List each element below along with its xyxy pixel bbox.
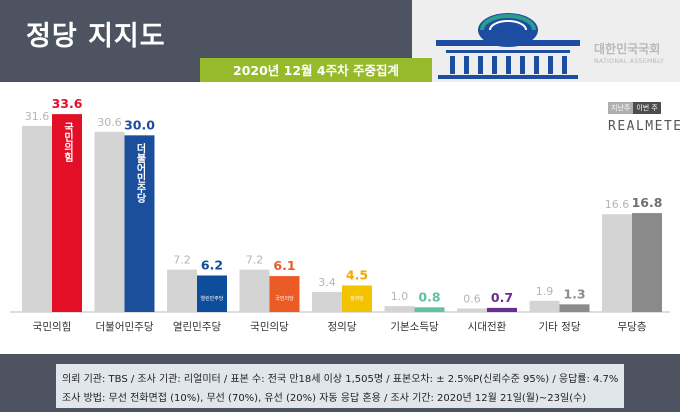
value-label-curr: 4.5 xyxy=(346,268,368,283)
bar-curr xyxy=(632,213,662,312)
footer-line-1: 의뢰 기관: TBS / 조사 기관: 리얼미터 / 표본 수: 전국 만18세… xyxy=(62,374,619,385)
value-label-curr: 0.8 xyxy=(418,289,440,304)
value-label-curr: 30.0 xyxy=(124,117,155,132)
page-title: 정당 지지도 xyxy=(26,21,166,52)
bar-curr xyxy=(559,304,590,312)
bar-curr xyxy=(52,114,82,312)
value-label-prev: 7.2 xyxy=(173,254,191,267)
bar-prev xyxy=(529,300,560,312)
bar-prev xyxy=(239,269,270,312)
bar-prev xyxy=(457,308,487,312)
assembly-name: 대한민국국회 xyxy=(594,42,661,56)
legend-prev: 지난주 xyxy=(608,102,634,114)
value-label-curr: 16.8 xyxy=(632,195,663,210)
bar-prev xyxy=(602,214,632,312)
footer-line-2: 조사 방법: 무선 전화면접 (10%), 무선 (70%), 유선 (20%)… xyxy=(62,393,587,404)
bar-curr xyxy=(269,276,300,312)
bar-party-label: 국민의힘 xyxy=(62,122,74,163)
bar-curr xyxy=(342,285,372,312)
assembly-subtitle: NATIONAL ASSEMBLY xyxy=(594,58,665,65)
value-label-prev: 30.6 xyxy=(97,116,122,129)
bar-curr xyxy=(197,275,227,312)
footer-band: 의뢰 기관: TBS / 조사 기관: 리얼미터 / 표본 수: 전국 만18세… xyxy=(0,354,680,412)
legend-curr: 이번 주 xyxy=(633,102,661,114)
bar-party-label: 열린민주당 xyxy=(200,295,223,302)
category-label: 국민의힘 xyxy=(33,321,72,333)
assembly-dome-icon xyxy=(436,13,580,79)
bar-curr xyxy=(487,307,517,312)
survey-period-badge: 2020년 12월 4주차 주중집계 xyxy=(200,58,432,84)
category-label: 기타 정당 xyxy=(539,321,581,333)
legend: 지난주 이번 주 xyxy=(608,102,661,114)
category-label: 열린민주당 xyxy=(173,321,222,333)
category-label: 정의당 xyxy=(328,321,357,333)
value-label-prev: 0.6 xyxy=(463,292,481,305)
value-label-curr: 33.6 xyxy=(52,96,83,111)
category-label: 기본소득당 xyxy=(390,321,439,333)
bar-party-label: 더불어민주당 xyxy=(134,142,146,204)
value-label-prev: 7.2 xyxy=(246,254,264,267)
value-label-curr: 6.2 xyxy=(201,257,223,272)
bar-prev xyxy=(384,306,415,312)
footer-panel: 의뢰 기관: TBS / 조사 기관: 리얼미터 / 표본 수: 전국 만18세… xyxy=(56,364,624,408)
value-label-curr: 6.1 xyxy=(273,258,295,273)
value-label-prev: 16.6 xyxy=(605,198,630,211)
category-label: 국민의당 xyxy=(250,321,289,333)
realmeter-brand: REALMETER xyxy=(608,119,680,134)
value-label-prev: 1.9 xyxy=(536,285,554,298)
bar-curr xyxy=(124,135,155,312)
value-label-prev: 1.0 xyxy=(391,290,409,303)
bar-party-label: 국민의당 xyxy=(275,295,294,302)
bar-prev xyxy=(167,269,197,312)
bar-prev xyxy=(94,131,125,312)
assembly-logo-box xyxy=(412,0,680,82)
bar-party-label: 정의당 xyxy=(350,295,364,302)
value-label-prev: 3.4 xyxy=(318,276,336,289)
category-label: 시대전환 xyxy=(468,321,507,333)
value-label-curr: 1.3 xyxy=(563,286,585,301)
bar-curr xyxy=(414,307,445,312)
category-label: 무당층 xyxy=(618,321,647,333)
bar-prev xyxy=(22,125,52,313)
value-label-prev: 31.6 xyxy=(25,110,50,123)
category-label: 더불어민주당 xyxy=(96,321,154,333)
bar-prev xyxy=(312,291,342,312)
value-label-curr: 0.7 xyxy=(491,290,513,305)
